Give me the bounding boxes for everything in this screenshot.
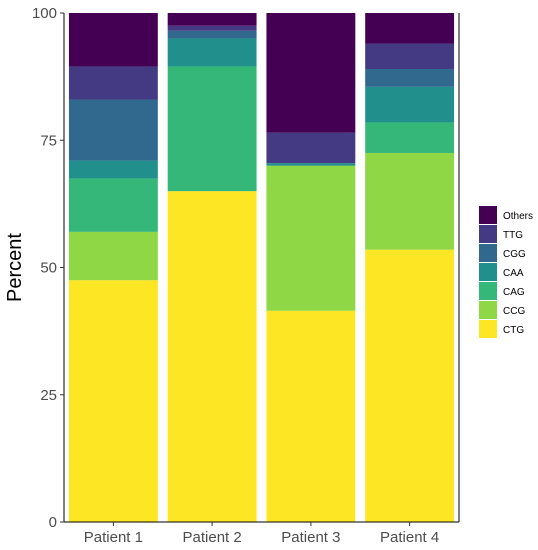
bar-segment-ttg-4 [365, 43, 455, 69]
bar-segment-cgg-1 [68, 99, 158, 161]
bar-segment-cag-2 [167, 66, 257, 192]
legend-swatch-ctg [479, 320, 497, 338]
legend-swatch-caa [479, 263, 497, 281]
legend-label-ttg: TTG [503, 230, 523, 241]
bar-segment-caa-3 [266, 163, 356, 166]
legend-swatch-ccg [479, 301, 497, 319]
y-tick-label: 0 [49, 514, 57, 531]
x-tick-label: Patient 2 [183, 529, 242, 546]
bar-segment-ctg-4 [365, 249, 455, 522]
bar-segment-others-1 [68, 13, 158, 67]
bar-segment-ctg-3 [266, 310, 356, 522]
bar-segment-cgg-2 [167, 30, 257, 39]
legend-label-ccg: CCG [503, 306, 525, 317]
y-tick-label: 25 [40, 387, 57, 404]
bar-segment-ctg-1 [68, 280, 158, 522]
legend-label-cag: CAG [503, 287, 525, 298]
axes-layer: 0 25 50 75 100 Patient 1 Patient 2 Patient 3 Pat… [4, 5, 460, 546]
bar-segment-cag-4 [365, 122, 455, 153]
y-tick-label: 75 [40, 132, 57, 149]
y-axis-title: Percent [4, 233, 26, 302]
x-tick-label: Patient 3 [281, 529, 340, 546]
legend-label-cgg: CGG [503, 249, 526, 260]
y-tick-label: 100 [32, 5, 57, 22]
legend-swatch-cag [479, 282, 497, 300]
bar-segment-others-2 [167, 13, 257, 26]
bar-segment-cgg-4 [365, 68, 455, 87]
bar-segment-caa-4 [365, 86, 455, 123]
legend-label-ctg: CTG [503, 325, 524, 336]
y-tick-label: 50 [40, 260, 57, 277]
bar-segment-ttg-2 [167, 25, 257, 31]
bar-segment-ccg-3 [266, 165, 356, 311]
legend-swatch-others [479, 206, 497, 224]
bar-segment-caa-2 [167, 38, 257, 67]
bar-segment-ttg-3 [266, 132, 356, 164]
legend-label-others: Others [503, 211, 533, 222]
legend-swatch-cgg [479, 244, 497, 262]
x-tick-label: Patient 4 [380, 529, 439, 546]
bar-segment-ttg-1 [68, 66, 158, 100]
legend-swatch-ttg [479, 225, 497, 243]
legend: Others TTG CGG CAA CAG CCG CTG [479, 206, 533, 338]
bar-segment-ccg-4 [365, 152, 455, 250]
bar-segment-ccg-1 [68, 231, 158, 281]
x-tick-label: Patient 1 [84, 529, 143, 546]
bar-segment-others-4 [365, 13, 455, 44]
legend-label-caa: CAA [503, 268, 524, 279]
bars-layer [68, 13, 455, 522]
bar-segment-caa-1 [68, 160, 158, 179]
bar-segment-ctg-2 [167, 191, 257, 522]
bar-segment-cag-1 [68, 178, 158, 232]
bar-segment-others-3 [266, 13, 356, 133]
